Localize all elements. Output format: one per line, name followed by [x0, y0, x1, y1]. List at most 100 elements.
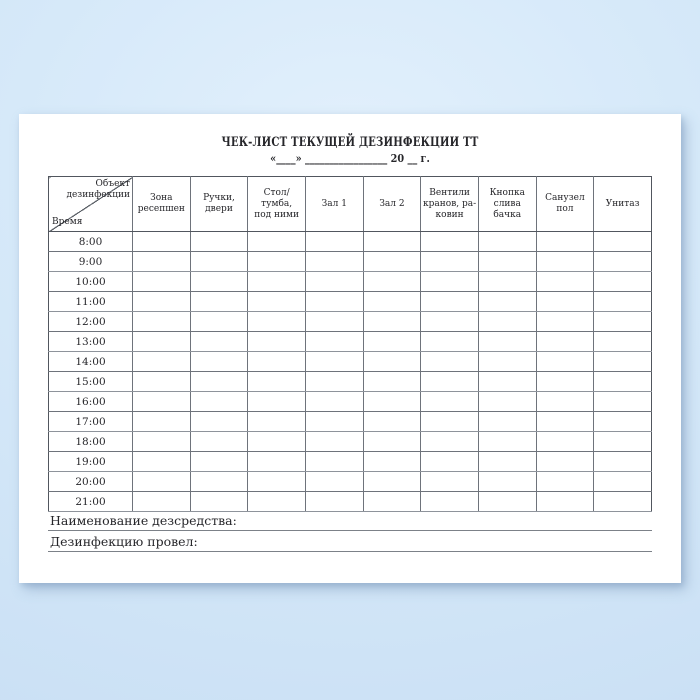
disinfectant-name-label: Наименование дезсредства: — [50, 513, 237, 528]
table-row: 21:00 — [48, 491, 652, 512]
data-cell — [420, 371, 479, 392]
data-cell — [189, 451, 249, 472]
data-cell — [304, 351, 364, 372]
column-header-7: Кнопка слива бачка — [477, 176, 537, 232]
data-cell — [477, 451, 537, 472]
data-cell — [247, 391, 306, 412]
data-cell — [247, 271, 306, 292]
data-cell — [420, 451, 479, 472]
column-header-9: Унитаз — [593, 176, 652, 232]
corner-time-label: Время — [52, 217, 83, 227]
data-cell — [593, 331, 652, 352]
data-cell — [189, 411, 249, 432]
table-row: 12:00 — [48, 311, 652, 332]
data-cell — [362, 351, 422, 372]
time-cell: 9:00 — [48, 251, 133, 272]
data-cell — [593, 391, 652, 412]
performed-by-row: Дезинфекцию провел: — [48, 532, 652, 552]
data-cell — [132, 431, 191, 452]
time-cell: 19:00 — [48, 451, 133, 472]
data-cell — [132, 291, 191, 312]
data-cell — [189, 231, 249, 252]
time-cell: 8:00 — [48, 231, 133, 252]
data-cell — [304, 451, 364, 472]
data-cell — [132, 311, 191, 332]
data-cell — [132, 491, 191, 512]
data-cell — [189, 331, 249, 352]
data-cell — [477, 371, 537, 392]
data-cell — [247, 471, 306, 492]
data-cell — [535, 351, 595, 372]
data-cell — [593, 471, 652, 492]
data-cell — [420, 291, 479, 312]
data-cell — [304, 391, 364, 412]
column-header-8: Санузел пол — [535, 176, 595, 232]
data-cell — [247, 291, 306, 312]
data-cell — [535, 431, 595, 452]
data-cell — [132, 391, 191, 412]
data-cell — [535, 271, 595, 292]
data-cell — [477, 411, 537, 432]
data-cell — [247, 411, 306, 432]
data-cell — [189, 371, 249, 392]
table-header-row: Объект дезинфекции Время Зона ресепшен Ру… — [48, 176, 652, 232]
data-cell — [535, 411, 595, 432]
data-cell — [477, 431, 537, 452]
data-cell — [362, 291, 422, 312]
data-cell — [362, 271, 422, 292]
data-cell — [132, 251, 191, 272]
data-cell — [593, 271, 652, 292]
document-date-line: «____» _________________ 20 __ г. — [270, 152, 430, 165]
data-cell — [593, 411, 652, 432]
data-cell — [420, 331, 479, 352]
column-header-2: Ручки, двери — [189, 176, 249, 232]
data-cell — [304, 431, 364, 452]
disinfection-table: Объект дезинфекции Время Зона ресепшен Ру… — [48, 176, 652, 512]
data-cell — [420, 411, 479, 432]
column-header-3: Стол/тумба, под ними — [247, 176, 306, 232]
time-cell: 13:00 — [48, 331, 133, 352]
data-cell — [593, 311, 652, 332]
time-cell: 16:00 — [48, 391, 133, 412]
data-cell — [535, 251, 595, 272]
data-cell — [362, 311, 422, 332]
column-header-6: Вентили кранов, ра- ковин — [420, 176, 479, 232]
data-cell — [189, 291, 249, 312]
table-row: 14:00 — [48, 351, 652, 372]
data-cell — [132, 471, 191, 492]
data-cell — [593, 291, 652, 312]
column-header-4: Зал 1 — [304, 176, 364, 232]
data-cell — [189, 471, 249, 492]
data-cell — [304, 311, 364, 332]
data-cell — [304, 231, 364, 252]
data-cell — [420, 251, 479, 272]
time-cell: 12:00 — [48, 311, 133, 332]
data-cell — [420, 271, 479, 292]
data-cell — [362, 451, 422, 472]
column-header-1: Зона ресепшен — [132, 176, 191, 232]
data-cell — [420, 431, 479, 452]
data-cell — [535, 231, 595, 252]
data-cell — [247, 331, 306, 352]
data-cell — [535, 371, 595, 392]
data-cell — [247, 311, 306, 332]
data-cell — [304, 471, 364, 492]
data-cell — [304, 331, 364, 352]
data-cell — [304, 411, 364, 432]
table-row: 11:00 — [48, 291, 652, 312]
data-cell — [189, 311, 249, 332]
data-cell — [189, 351, 249, 372]
table-row: 17:00 — [48, 411, 652, 432]
document-sheet: ЧЕК-ЛИСТ ТЕКУЩЕЙ ДЕЗИНФЕКЦИИ ТТ «____» _… — [19, 114, 681, 583]
time-cell: 21:00 — [48, 491, 133, 512]
table-row: 19:00 — [48, 451, 652, 472]
data-cell — [477, 491, 537, 512]
data-cell — [189, 391, 249, 412]
data-cell — [189, 431, 249, 452]
data-cell — [304, 291, 364, 312]
data-cell — [420, 391, 479, 412]
table-row: 15:00 — [48, 371, 652, 392]
data-cell — [247, 351, 306, 372]
time-cell: 14:00 — [48, 351, 133, 372]
